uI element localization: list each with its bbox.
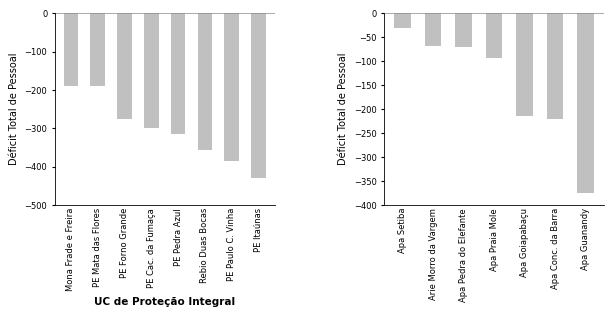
- Bar: [171, 13, 185, 134]
- X-axis label: UC de Proteção Integral: UC de Proteção Integral: [94, 297, 235, 307]
- Bar: [63, 13, 78, 86]
- Bar: [224, 13, 239, 161]
- Bar: [547, 13, 564, 119]
- Bar: [198, 13, 212, 150]
- Bar: [394, 13, 411, 28]
- Bar: [516, 13, 533, 117]
- Bar: [486, 13, 503, 58]
- Bar: [425, 13, 442, 46]
- Bar: [577, 13, 594, 193]
- Y-axis label: Déficit Total de Pessoal: Déficit Total de Pessoal: [338, 53, 348, 166]
- Bar: [144, 13, 159, 128]
- Bar: [251, 13, 266, 178]
- Bar: [90, 13, 105, 86]
- Y-axis label: Déficit Total de Pessoal: Déficit Total de Pessoal: [9, 53, 19, 166]
- Bar: [455, 13, 472, 47]
- Bar: [117, 13, 132, 119]
